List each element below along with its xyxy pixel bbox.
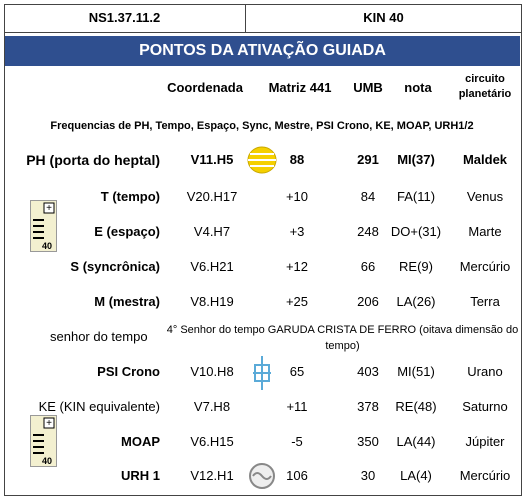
matrix: 65 <box>289 364 305 379</box>
matrix: +3 <box>289 224 305 239</box>
note: FA(11) <box>396 189 436 204</box>
note: MI(37) <box>397 152 435 167</box>
umb: 291 <box>357 152 379 167</box>
coordinate: V8.H19 <box>190 294 234 309</box>
svg-text:40: 40 <box>42 456 52 466</box>
table-row: PH (porta do heptal) V11.H5 88 291 MI(37) Mal… <box>0 146 524 174</box>
table-row: M (mestra) V8.H19 +25 206 LA(26) Terra <box>0 288 524 316</box>
matrix: +12 <box>285 259 309 274</box>
table-row: KE (KIN equivalente) V7.H8 +11 378 RE(48) Sat… <box>0 393 524 421</box>
subtitle: Frequencias de PH, Tempo, Espaço, Sync, … <box>50 120 474 132</box>
icon: + 40 <box>30 415 57 467</box>
matrix: +25 <box>285 294 309 309</box>
svg-text:+: + <box>46 418 52 429</box>
planet: Saturno <box>462 399 508 414</box>
title: PONTOS DA ATIVAÇÃO GUIADA <box>5 36 520 66</box>
frame <box>4 4 522 496</box>
note: LA(4) <box>400 468 432 483</box>
svg-text:+: + <box>46 203 52 214</box>
table-row: E (espaço) V4.H7 +3 248 DO+(31) Marte <box>0 218 524 246</box>
matrix: 106 <box>286 468 308 483</box>
column-header: Coordenada <box>167 80 243 95</box>
row-label: S (syncrônica) <box>70 259 160 274</box>
planet: Mercúrio <box>459 468 511 483</box>
planet: Venus <box>466 189 504 204</box>
table-row: MOAP V6.H15 -5 350 LA(44) Júpiter <box>0 428 524 456</box>
row-label: KE (KIN equivalente) <box>38 399 160 414</box>
umb: 84 <box>360 189 376 204</box>
table-row: URH 1 V12.H1 106 30 LA(4) Mercúrio <box>0 462 524 490</box>
row-label: PSI Crono <box>97 364 160 379</box>
column-header: circuito planetário <box>458 73 512 100</box>
umb: 206 <box>357 294 379 309</box>
row-label: E (espaço) <box>94 224 160 239</box>
coordinate: V4.H7 <box>193 224 231 239</box>
note: RE(9) <box>399 259 433 274</box>
coordinate: V20.H17 <box>186 189 238 204</box>
divider <box>245 4 246 32</box>
table-row: S (syncrônica) V6.H21 +12 66 RE(9) Mercúrio <box>0 253 524 281</box>
column-header: UMB <box>353 80 383 95</box>
planet: Maldek <box>462 152 508 167</box>
coordinate: V6.H21 <box>190 259 234 274</box>
umb: 66 <box>360 259 376 274</box>
umb: 378 <box>357 399 379 414</box>
coordinate: V7.H8 <box>193 399 231 414</box>
umb: 403 <box>357 364 379 379</box>
header-right: KIN 40 <box>363 10 404 25</box>
matrix: 88 <box>289 152 305 167</box>
icon <box>253 356 271 390</box>
planet: Urano <box>467 364 503 379</box>
umb: 248 <box>357 224 379 239</box>
note: LA(26) <box>396 294 436 309</box>
senhor-note: 4° Senhor do tempo GARUDA CRISTA DE FERR… <box>166 324 519 352</box>
senhor-label: senhor do tempo <box>50 329 148 344</box>
row-label: URH 1 <box>120 468 160 483</box>
coordinate: V12.H1 <box>190 468 234 483</box>
row-label: PH (porta do heptal) <box>26 152 160 168</box>
coordinate: V6.H15 <box>190 434 234 449</box>
note: DO+(31) <box>390 224 442 239</box>
header-left: NS1.37.11.2 <box>88 10 161 25</box>
umb: 350 <box>357 434 379 449</box>
coordinate: V11.H5 <box>190 152 234 167</box>
icon <box>249 463 275 489</box>
row-label: T (tempo) <box>100 189 160 204</box>
note: MI(51) <box>397 364 435 379</box>
svg-text:40: 40 <box>42 241 52 251</box>
column-header: nota <box>404 80 432 95</box>
divider <box>4 32 521 33</box>
planet: Mercúrio <box>459 259 511 274</box>
table-row: T (tempo) V20.H17 +10 84 FA(11) Venus <box>0 183 524 211</box>
row-label: MOAP <box>121 434 160 449</box>
planet: Marte <box>468 224 502 239</box>
row-label: M (mestra) <box>94 294 160 309</box>
table-row: PSI Crono V10.H8 65 403 MI(51) Urano <box>0 358 524 386</box>
matrix: +10 <box>285 189 309 204</box>
icon <box>247 146 277 174</box>
note: LA(44) <box>396 434 436 449</box>
coordinate: V10.H8 <box>190 364 234 379</box>
column-header: Matriz 441 <box>268 80 332 95</box>
umb: 30 <box>360 468 376 483</box>
matrix: -5 <box>291 434 303 449</box>
icon: + 40 <box>30 200 57 252</box>
note: RE(48) <box>395 399 437 414</box>
matrix: +11 <box>286 399 308 414</box>
planet: Júpiter <box>465 434 505 449</box>
planet: Terra <box>470 294 500 309</box>
